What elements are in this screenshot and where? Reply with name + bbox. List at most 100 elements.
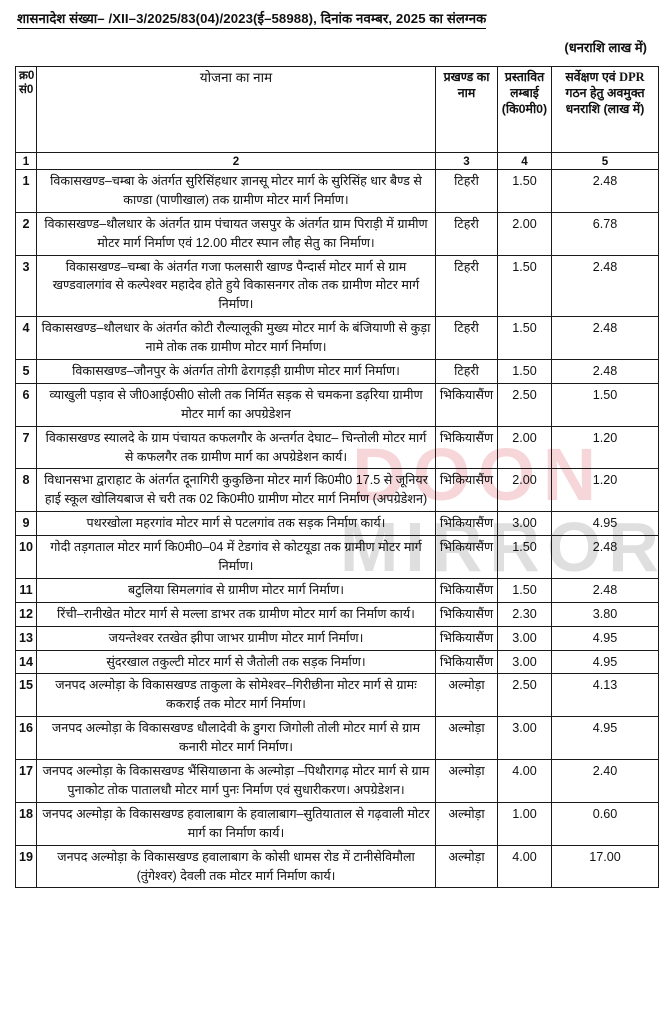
row-proposed-length: 4.00	[497, 844, 552, 889]
row-proposed-length: 3.00	[497, 625, 552, 651]
row-block-name: अल्मोड़ा	[435, 759, 498, 803]
row-scheme-name: विकासखण्ड–थौलधार के अंतर्गत कोटी रौल्याल…	[36, 316, 436, 361]
row-block-name: भिकियासैंण	[435, 511, 498, 537]
order-number-heading: शासनादेश संख्या– /XII–3/2025/83(04)/2023…	[17, 9, 487, 29]
row-proposed-length: 1.50	[497, 535, 552, 579]
table-row: 16 जनपद अल्मोड़ा के विकासखण्ड धौलादेवी के…	[15, 716, 659, 761]
row-proposed-length: 2.00	[497, 468, 552, 513]
row-proposed-length: 2.30	[497, 601, 552, 627]
row-proposed-length: 1.50	[497, 316, 552, 361]
row-serial-number: 18	[15, 801, 37, 846]
row-serial-number: 16	[15, 716, 37, 761]
row-proposed-length: 3.00	[497, 716, 552, 761]
row-released-amount: 1.50	[551, 382, 659, 427]
row-serial-number: 12	[15, 601, 37, 627]
row-serial-number: 17	[15, 759, 37, 803]
row-serial-number: 9	[15, 511, 37, 537]
row-scheme-name: व्याखुली पड़ाव से जी0आई0सी0 सोली तक निर्…	[36, 382, 436, 427]
row-block-name: अल्मोड़ा	[435, 673, 498, 718]
table-header: क्र0 सं0 योजना का नाम प्रखण्ड का नाम प्र…	[15, 66, 659, 170]
table-row: 14 सुंदरखाल तकुल्टी मोटर मार्ग से जैतोली …	[15, 649, 659, 675]
row-released-amount: 2.40	[551, 759, 659, 803]
column-number-row: 1 2 3 4 5	[15, 152, 659, 170]
header-amount-line1-text: सर्वेक्षण एवं	[565, 70, 620, 84]
row-scheme-name: जयन्तेश्वर रतखेत झीपा जाभर ग्रामीण मोटर …	[36, 625, 436, 651]
row-block-name: भिकियासैंण	[435, 601, 498, 627]
header-serial-number: क्र0 सं0	[15, 66, 37, 153]
row-serial-number: 6	[15, 382, 37, 427]
table-body: 1 विकासखण्ड–चम्बा के अंतर्गत सुरिसिंहधार …	[15, 169, 659, 889]
row-serial-number: 5	[15, 359, 37, 384]
row-serial-number: 19	[15, 844, 37, 889]
header-survey-dpr-amount: सर्वेक्षण एवं DPR गठन हेतु अवमुक्त धनराश…	[551, 66, 659, 153]
column-number-5: 5	[551, 152, 659, 170]
row-serial-number: 7	[15, 425, 37, 470]
column-number-3: 3	[435, 152, 498, 170]
row-proposed-length: 1.50	[497, 169, 552, 213]
row-serial-number: 10	[15, 535, 37, 579]
row-released-amount: 4.95	[551, 511, 659, 537]
row-proposed-length: 4.00	[497, 759, 552, 803]
row-block-name: भिकियासैंण	[435, 625, 498, 651]
row-block-name: भिकियासैंण	[435, 425, 498, 470]
row-serial-number: 1	[15, 169, 37, 213]
table-row: 11 बटुलिया सिमलगांव से ग्रामीण मोटर मार्ग…	[15, 577, 659, 603]
row-released-amount: 6.78	[551, 211, 659, 256]
row-proposed-length: 1.50	[497, 254, 552, 318]
table-row: 17 जनपद अल्मोड़ा के विकासखण्ड भैंसियाछाना…	[15, 759, 659, 803]
row-block-name: टिहरी	[435, 359, 498, 384]
row-block-name: टिहरी	[435, 211, 498, 256]
header-serial-line2: सं0	[19, 83, 34, 97]
table-row: 18 जनपद अल्मोड़ा के विकासखण्ड हवालाबाग के…	[15, 801, 659, 846]
row-released-amount: 4.95	[551, 716, 659, 761]
table-row: 3 विकासखण्ड–चम्बा के अंतर्गत गजा फलसारी ख…	[15, 254, 659, 318]
row-serial-number: 8	[15, 468, 37, 513]
row-serial-number: 14	[15, 649, 37, 675]
row-released-amount: 2.48	[551, 359, 659, 384]
row-block-name: टिहरी	[435, 316, 498, 361]
table-row: 15 जनपद अल्मोड़ा के विकासखण्ड ताकुला के स…	[15, 673, 659, 718]
table-row: 12 रिंची–रानीखेत मोटर मार्ग से मल्ला डाभर…	[15, 601, 659, 627]
row-proposed-length: 1.50	[497, 577, 552, 603]
row-scheme-name: पथरखोला महरगांव मोटर मार्ग से पटलगांव तक…	[36, 511, 436, 537]
row-block-name: अल्मोड़ा	[435, 716, 498, 761]
table-row: 13 जयन्तेश्वर रतखेत झीपा जाभर ग्रामीण मोट…	[15, 625, 659, 651]
row-serial-number: 13	[15, 625, 37, 651]
table-row: 10 गोदी तड़गताल मोटर मार्ग कि0मी0–04 में …	[15, 535, 659, 579]
row-scheme-name: सुंदरखाल तकुल्टी मोटर मार्ग से जैतोली तक…	[36, 649, 436, 675]
row-serial-number: 3	[15, 254, 37, 318]
header-block-line1: प्रखण्ड का	[443, 70, 490, 84]
row-scheme-name: बटुलिया सिमलगांव से ग्रामीण मोटर मार्ग न…	[36, 577, 436, 603]
row-scheme-name: विधानसभा द्वाराहाट के अंतर्गत दूनागिरी क…	[36, 468, 436, 513]
row-block-name: टिहरी	[435, 254, 498, 318]
row-released-amount: 2.48	[551, 169, 659, 213]
row-released-amount: 3.80	[551, 601, 659, 627]
row-proposed-length: 3.00	[497, 649, 552, 675]
row-scheme-name: रिंची–रानीखेत मोटर मार्ग से मल्ला डाभर त…	[36, 601, 436, 627]
row-serial-number: 15	[15, 673, 37, 718]
header-block-name: प्रखण्ड का नाम	[435, 66, 498, 153]
column-number-4: 4	[497, 152, 552, 170]
row-block-name: टिहरी	[435, 169, 498, 213]
row-block-name: भिकियासैंण	[435, 468, 498, 513]
row-block-name: अल्मोड़ा	[435, 801, 498, 846]
row-scheme-name: गोदी तड़गताल मोटर मार्ग कि0मी0–04 में टे…	[36, 535, 436, 579]
header-length-line2: लम्बाई	[510, 86, 539, 101]
row-scheme-name: विकासखण्ड–चम्बा के अंतर्गत सुरिसिंहधार ज…	[36, 169, 436, 213]
row-scheme-name: विकासखण्ड–चम्बा के अंतर्गत गजा फलसारी खा…	[36, 254, 436, 318]
row-scheme-name: जनपद अल्मोड़ा के विकासखण्ड धौलादेवी के ड…	[36, 716, 436, 761]
row-scheme-name: जनपद अल्मोड़ा के विकासखण्ड भैंसियाछाना क…	[36, 759, 436, 803]
row-serial-number: 4	[15, 316, 37, 361]
header-scheme-name: योजना का नाम	[36, 66, 436, 153]
row-proposed-length: 2.00	[497, 211, 552, 256]
row-scheme-name: जनपद अल्मोड़ा के विकासखण्ड हवालाबाग के क…	[36, 844, 436, 889]
row-released-amount: 17.00	[551, 844, 659, 889]
government-order-annexure: शासनादेश संख्या– /XII–3/2025/83(04)/2023…	[15, 9, 659, 889]
row-serial-number: 11	[15, 577, 37, 603]
row-block-name: भिकियासैंण	[435, 577, 498, 603]
row-proposed-length: 2.50	[497, 382, 552, 427]
header-row: क्र0 सं0 योजना का नाम प्रखण्ड का नाम प्र…	[15, 66, 659, 153]
row-released-amount: 4.13	[551, 673, 659, 718]
table-row: 19 जनपद अल्मोड़ा के विकासखण्ड हवालाबाग के…	[15, 844, 659, 889]
row-proposed-length: 2.50	[497, 673, 552, 718]
